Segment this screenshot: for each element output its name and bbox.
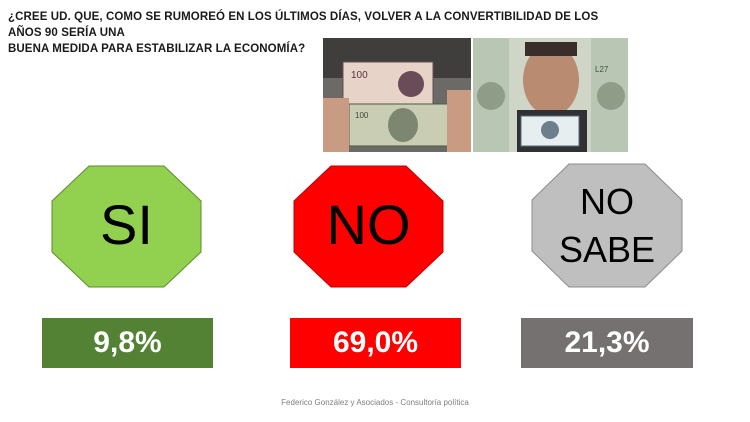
option-no-octagon: NO [293,165,444,288]
question-line-1: ¿CREE UD. QUE, COMO SE RUMOREÓ EN LOS ÚL… [8,11,599,39]
survey-question: ¿CREE UD. QUE, COMO SE RUMOREÓ EN LOS ÚL… [8,9,608,57]
option-no-result: 69,0% [290,318,461,368]
option-no-sabe-label-line-2: SABE [558,229,656,270]
banknotes-photo-right: L27 [473,38,628,152]
svg-text:100: 100 [351,70,368,81]
option-no-label: NO [326,193,411,256]
option-si-octagon: SI [51,165,202,288]
svg-text:L27: L27 [595,65,609,74]
banknotes-photo-left: 100 100 [323,38,471,152]
footer-credit: Federico González y Asociados - Consulto… [281,398,469,407]
svg-text:100: 100 [355,111,369,120]
option-no-sabe-label-line-1: NO [580,181,634,222]
option-no-sabe-result: 21,3% [521,318,693,368]
option-no-sabe-octagon: NO SABE [531,163,683,288]
question-line-2: BUENA MEDIDA PARA ESTABILIZAR LA ECONOMÍ… [8,43,306,55]
option-si-label: SI [100,193,153,256]
option-si-result: 9,8% [42,318,213,368]
